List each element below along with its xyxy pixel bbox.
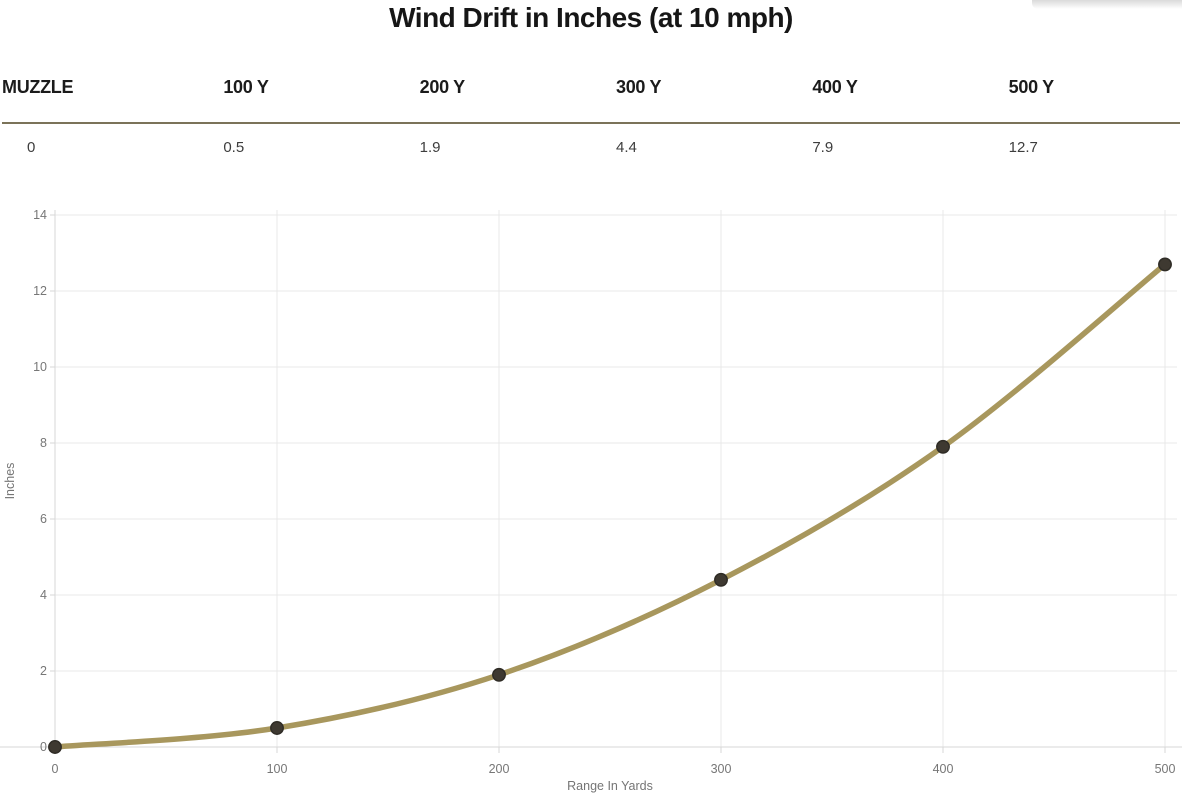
y-tick-label: 12 xyxy=(33,284,47,298)
y-axis-title: Inches xyxy=(3,463,17,500)
table-header-cell: 400 Y xyxy=(787,76,984,125)
data-point xyxy=(492,668,506,682)
table-header-cell: 500 Y xyxy=(983,76,1180,125)
data-point xyxy=(48,740,62,755)
data-point xyxy=(1158,257,1172,272)
data-point xyxy=(714,573,728,587)
x-tick-label: 100 xyxy=(267,762,288,776)
data-point xyxy=(270,721,284,736)
drift-table: MUZZLE 100 Y 200 Y 300 Y 400 Y 500 Y 0 0.5 1.9 4.… xyxy=(0,76,1182,158)
table-value-cell: 4.4 xyxy=(615,139,637,157)
y-tick-label: 8 xyxy=(40,436,47,450)
table-header-cell: 200 Y xyxy=(394,76,591,125)
table-value-cell: 7.9 xyxy=(812,139,834,157)
table-value-cell: 0 xyxy=(27,139,36,157)
x-axis-title: Range In Yards xyxy=(567,779,653,793)
wind-drift-chart: 0 2 4 6 8 10 12 14 0 100 200 300 400 500 Range In Yard… xyxy=(0,208,1182,793)
table-header-cell: MUZZLE xyxy=(2,76,199,125)
y-tick-label: 14 xyxy=(33,208,47,222)
data-point xyxy=(936,440,950,454)
chart-container: 0 2 4 6 8 10 12 14 0 100 200 300 400 500 Range In Yard… xyxy=(0,196,1182,795)
drift-line xyxy=(52,261,1168,750)
x-tick-label: 300 xyxy=(711,762,732,776)
y-tick-label: 4 xyxy=(40,588,47,602)
page-title: Wind Drift in Inches (at 10 mph) xyxy=(389,2,793,33)
table-value-cell: 1.9 xyxy=(419,139,441,157)
y-tick-label: 0 xyxy=(40,740,47,754)
y-tick-label: 2 xyxy=(40,664,47,678)
x-tick-label: 400 xyxy=(933,762,954,776)
x-tick-label: 200 xyxy=(489,762,510,776)
table-value-cell: 0.5 xyxy=(223,139,245,157)
table-header-cell: 100 Y xyxy=(198,76,395,125)
x-tick-label: 0 xyxy=(52,762,59,776)
y-tick-label: 10 xyxy=(33,360,47,374)
table-value-cell: 12.7 xyxy=(1008,139,1038,157)
table-header-cell: 300 Y xyxy=(590,76,788,125)
x-tick-label: 500 xyxy=(1155,762,1176,776)
y-tick-label: 6 xyxy=(40,512,47,526)
